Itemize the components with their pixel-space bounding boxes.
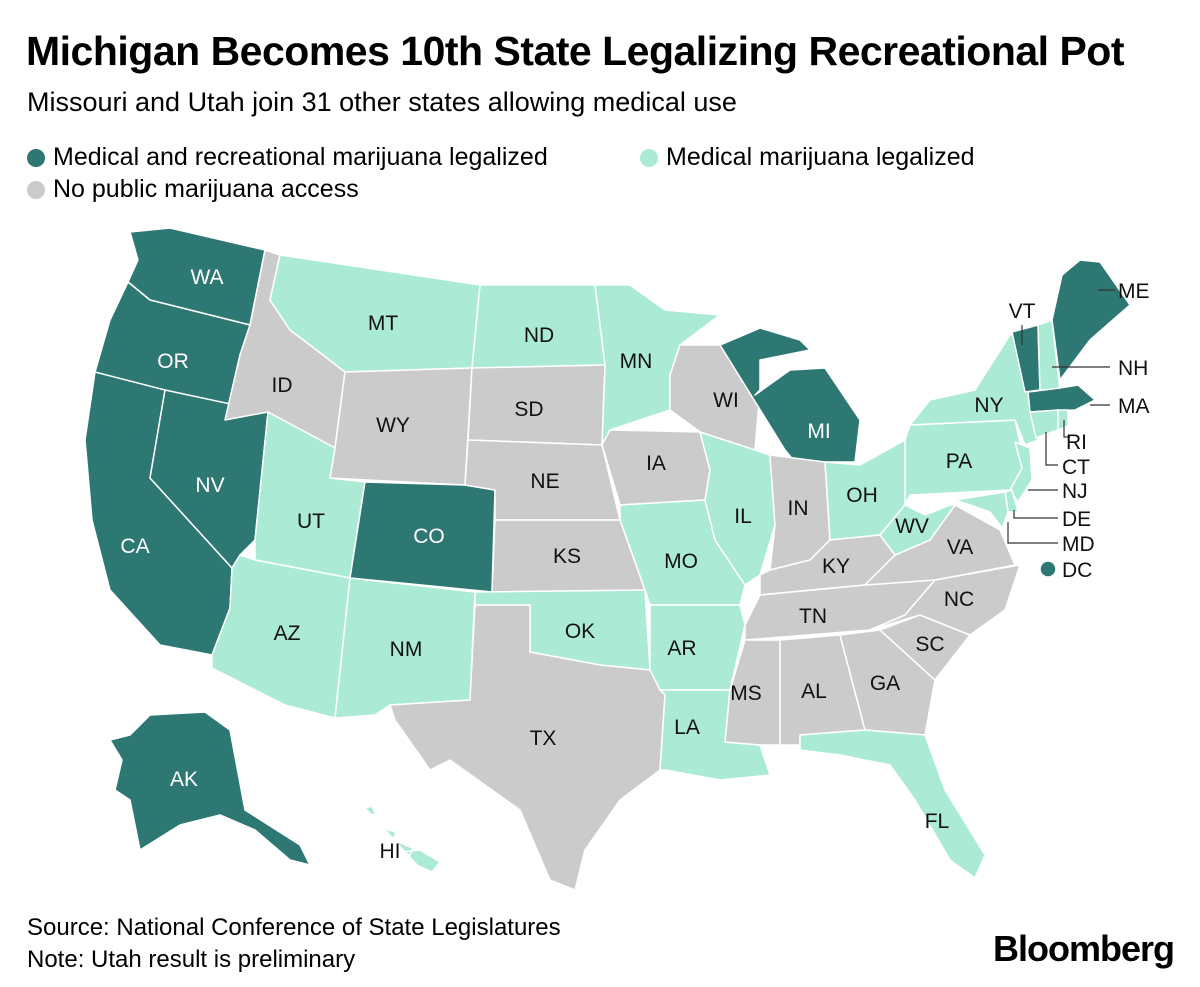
label-vt: VT	[1009, 300, 1036, 323]
label-ak: AK	[170, 768, 198, 791]
label-ne: NE	[530, 470, 559, 493]
label-mn: MN	[620, 350, 653, 373]
note-line: Note: Utah result is preliminary	[27, 946, 356, 973]
label-ky: KY	[822, 555, 850, 578]
label-tn: TN	[799, 605, 827, 628]
leader-lines	[1007, 289, 1115, 544]
label-sd: SD	[514, 398, 543, 421]
label-nj: NJ	[1062, 480, 1088, 503]
label-al: AL	[801, 680, 827, 703]
label-az: AZ	[274, 622, 301, 645]
state-ri	[1057, 409, 1069, 431]
label-nd: ND	[524, 324, 554, 347]
label-wi: WI	[713, 389, 739, 412]
state-fl	[799, 729, 986, 879]
label-oh: OH	[846, 484, 878, 507]
label-ks: KS	[553, 545, 581, 568]
label-ms: MS	[730, 682, 762, 705]
state-tx	[389, 604, 666, 891]
label-wv: WV	[895, 515, 929, 538]
state-labels: WA OR CA NV ID MT WY UT CO AZ NM ND SD N…	[120, 266, 1149, 863]
state-ga	[839, 629, 936, 736]
footer-notes: Source: National Conference of State Leg…	[27, 912, 561, 976]
state-nj	[1009, 441, 1033, 503]
legend-label-medical: Medical marijuana legalized	[666, 143, 975, 171]
label-nm: NM	[390, 638, 423, 661]
label-sc: SC	[915, 633, 944, 656]
label-il: IL	[734, 505, 752, 528]
label-mt: MT	[368, 312, 398, 335]
label-la: LA	[674, 716, 700, 739]
label-or: OR	[157, 350, 189, 373]
state-dc	[1039, 560, 1057, 578]
chart-subtitle: Missouri and Utah join 31 other states a…	[27, 87, 737, 117]
label-nc: NC	[944, 588, 974, 611]
legend-label-none: No public marijuana access	[53, 175, 359, 203]
label-in: IN	[788, 497, 809, 520]
label-wy: WY	[376, 414, 410, 437]
label-pa: PA	[946, 450, 972, 473]
label-ut: UT	[297, 510, 325, 533]
label-ca: CA	[120, 535, 149, 558]
label-va: VA	[947, 536, 973, 559]
legend-swatch-recreational	[27, 148, 45, 167]
label-mi: MI	[807, 420, 830, 443]
state-il	[699, 431, 776, 586]
label-ar: AR	[667, 637, 696, 660]
source-line: Source: National Conference of State Leg…	[27, 914, 561, 941]
label-nh: NH	[1118, 357, 1148, 380]
label-ga: GA	[870, 672, 900, 695]
label-ri: RI	[1066, 431, 1087, 454]
label-ct: CT	[1062, 456, 1090, 479]
state-ak	[109, 711, 311, 866]
label-id: ID	[272, 374, 293, 397]
label-tx: TX	[530, 727, 557, 750]
label-ma: MA	[1118, 395, 1150, 418]
legend-item-medical: Medical marijuana legalized	[640, 143, 975, 172]
state-hi	[364, 805, 441, 873]
label-ok: OK	[565, 620, 595, 643]
label-fl: FL	[925, 810, 950, 833]
state-wy	[329, 367, 473, 486]
label-de: DE	[1062, 508, 1091, 531]
state-wv	[879, 504, 956, 556]
legend-item-none: No public marijuana access	[27, 175, 359, 204]
label-hi: HI	[380, 840, 401, 863]
bloomberg-logo: Bloomberg	[992, 928, 1175, 969]
label-co: CO	[413, 525, 445, 548]
legend-swatch-none	[27, 180, 45, 199]
state-md	[954, 491, 1009, 529]
label-nv: NV	[195, 474, 224, 497]
state-ar	[649, 604, 746, 691]
legend-label-recreational: Medical and recreational marijuana legal…	[53, 143, 548, 171]
label-dc: DC	[1062, 559, 1092, 582]
label-md: MD	[1062, 533, 1095, 556]
state-nc	[869, 564, 1021, 636]
label-ny: NY	[974, 394, 1003, 417]
chart-title: Michigan Becomes 10th State Legalizing R…	[26, 28, 1125, 74]
label-me: ME	[1118, 280, 1150, 303]
legend-item-recreational: Medical and recreational marijuana legal…	[27, 143, 548, 172]
label-wa: WA	[190, 266, 223, 289]
label-ia: IA	[646, 452, 666, 475]
legend-swatch-medical	[640, 148, 658, 167]
label-mo: MO	[664, 550, 698, 573]
